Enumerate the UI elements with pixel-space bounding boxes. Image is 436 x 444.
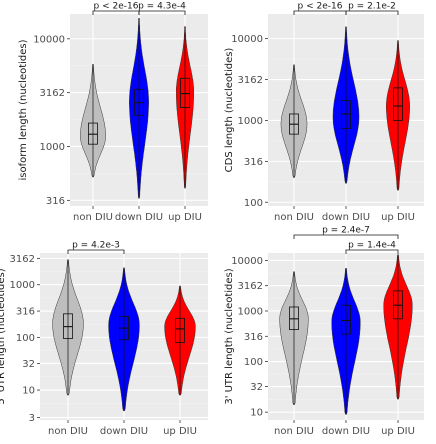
- p-value-label: p = 1.4e-4: [348, 241, 396, 251]
- x-tick-label: down DIU: [322, 212, 370, 223]
- y-tick-label: 10000: [33, 34, 65, 45]
- y-tick-label: 316: [244, 332, 263, 343]
- significance-bracket: [345, 249, 399, 254]
- significance-bracket: [345, 10, 399, 15]
- y-tick-label: 100: [244, 357, 263, 368]
- x-tick-label: non DIU: [48, 426, 88, 437]
- boxplot-box: [88, 122, 98, 145]
- boxplot-box: [289, 306, 299, 330]
- y-tick-label: 1000: [238, 306, 263, 317]
- x-tick-label: down DIU: [322, 426, 370, 437]
- y-axis-title: 3' UTR length (nucleotides): [224, 268, 235, 404]
- y-tick-label: 3162: [40, 88, 65, 99]
- x-tick-label: down DIU: [115, 212, 163, 223]
- panel-1: 316 1000 3162 10000 non DIU down DIU up DIU iso…: [18, 2, 208, 223]
- y-tick-label: 3162: [238, 75, 263, 86]
- p-value-label: p = 4.2e-3: [72, 241, 120, 251]
- p-value-label: p = 2.4e-7: [322, 226, 370, 236]
- y-tick-label: 32: [22, 359, 35, 370]
- y-tick-label: 316: [16, 307, 35, 318]
- boxplot-box: [393, 87, 403, 121]
- significance-bracket: [67, 249, 125, 254]
- boxplot-box: [175, 317, 185, 343]
- x-tick-label: up DIU: [163, 426, 197, 437]
- y-tick-label: 10000: [231, 256, 263, 267]
- x-tick-label: non DIU: [274, 426, 314, 437]
- x-tick-label: up DIU: [168, 212, 202, 223]
- y-tick-label: 3162: [10, 254, 35, 265]
- y-axis-title: CDS length (nucleotides): [224, 48, 235, 173]
- p-value-label: p < 2e-16: [94, 2, 139, 12]
- boxplot-box: [180, 77, 190, 108]
- boxplot-box: [341, 304, 351, 335]
- panel-2: 100 316 1000 3162 10000 non DIU down DIU up DIU…: [224, 2, 424, 223]
- panel-3: 3 10 32 100 316 1000 3162 non DIU down DIU up DIU…: [0, 241, 208, 437]
- x-tick-label: non DIU: [73, 212, 113, 223]
- p-value-label: p = 2.1e-2: [348, 2, 396, 12]
- y-tick-label: 3: [29, 413, 35, 424]
- y-axis-title: 5' UTR length (nucleotides): [0, 268, 7, 404]
- y-tick-label: 316: [244, 157, 263, 168]
- y-tick-label: 316: [46, 196, 65, 207]
- x-tick-label: up DIU: [381, 426, 415, 437]
- y-tick-label: 1000: [10, 280, 35, 291]
- y-tick-label: 1000: [40, 142, 65, 153]
- panel-4: 10 32 100 316 1000 3162 10000 non DIU down DIU up…: [224, 226, 424, 437]
- p-value-label: p = 4.3e-4: [138, 2, 186, 12]
- y-tick-label: 10: [22, 386, 35, 397]
- y-tick-label: 100: [244, 198, 263, 209]
- x-tick-label: non DIU: [274, 212, 314, 223]
- significance-bracket: [293, 234, 399, 239]
- x-tick-label: down DIU: [100, 426, 148, 437]
- y-axis-title: isoform length (nucleotides): [18, 39, 29, 180]
- y-tick-label: 100: [16, 333, 35, 344]
- significance-bracket: [138, 10, 186, 15]
- y-tick-label: 32: [250, 382, 263, 393]
- y-tick-label: 1000: [238, 116, 263, 127]
- y-tick-label: 10: [250, 408, 263, 419]
- p-value-label: p < 2e-16: [298, 2, 343, 12]
- y-tick-label: 10000: [231, 34, 263, 45]
- y-tick-label: 3162: [238, 281, 263, 292]
- x-tick-label: up DIU: [381, 212, 415, 223]
